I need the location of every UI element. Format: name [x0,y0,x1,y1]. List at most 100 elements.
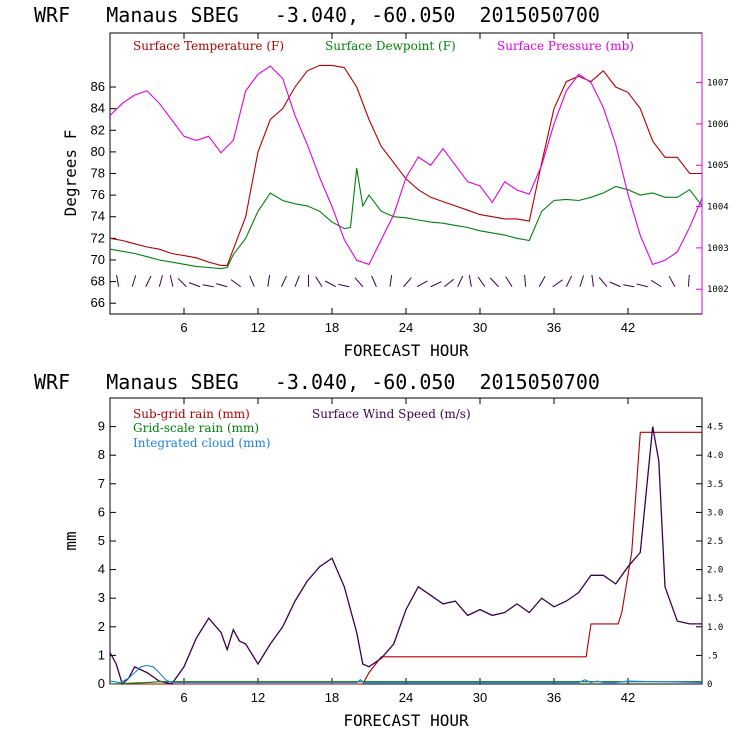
bottom-x-axis-label: FORECAST HOUR [343,711,469,730]
bottom-y-tick-label: 8 [98,447,105,462]
wind-barb [565,275,573,287]
wind-barb [403,277,412,288]
bottom-y2-tick-label: 3.5 [707,480,723,490]
bottom-axes: 6 12 18 24 30 36 4201234567890.51.01.52.02.53.… [98,398,723,705]
top-y-tick-label: 80 [91,144,105,159]
wind-barb [598,277,608,288]
bottom-y2-tick-label: 2.5 [707,537,723,547]
top-y-tick-label: 68 [91,274,105,289]
top-y-axis-label: Degrees F [61,130,80,217]
wind-barb [216,283,228,288]
wind-barb [430,281,442,288]
wind-barb [294,275,300,287]
wind-barbs-row [116,274,690,288]
wind-barb [538,276,546,287]
top-y2-tick-label: 1007 [707,79,729,89]
top-y2-tick-label: 1006 [707,120,729,130]
wind-barb [443,278,455,288]
top-chart-title: WRF Manaus SBEG -3.040, -60.050 20150507… [34,3,600,27]
bottom-chart-title: WRF Manaus SBEG -3.040, -60.050 20150507… [34,370,600,394]
wind-barb [230,279,242,288]
wind-barb [636,283,648,288]
top-series-1-line [109,64,702,266]
top-y-tick-label: 72 [91,230,105,245]
bottom-series-1-line [110,431,702,685]
top-y-tick-label: 70 [91,252,105,267]
wind-barb [371,275,377,287]
wind-barb [338,283,350,288]
wind-barb [116,275,120,287]
wind-barb [324,280,336,288]
bottom-x-tick-label: 24 [399,690,413,705]
wind-barb [505,276,513,288]
top-y-tick-label: 82 [91,122,105,137]
wind-barb [249,275,255,287]
top-x-axis-label: FORECAST HOUR [343,341,469,360]
wind-barb [158,275,163,287]
bottom-series-3-line [109,681,702,685]
wind-barb [145,275,152,287]
top-series-group [109,64,703,270]
top-series-3-line [109,65,703,266]
wind-barb [687,274,690,287]
bottom-x-tick-label: 6 [180,690,187,705]
wind-barb [169,275,174,287]
bottom-y-axis-label: mm [61,531,80,550]
bottom-y2-tick-label: 4.0 [707,451,723,461]
wind-barb [468,275,472,287]
top-y2-tick-label: 1002 [707,285,729,295]
bottom-y2-tick-label: 2.0 [707,566,723,576]
bottom-y-tick-label: 9 [98,419,105,434]
wind-barb [668,275,676,287]
wind-barb [552,279,563,288]
legend-gridscale-rain: Grid-scale rain (mm) [133,421,259,435]
bottom-x-tick-label: 12 [251,690,265,705]
wind-barb [609,281,621,288]
wind-barb [177,277,187,288]
wind-barb [477,276,486,288]
wind-barb [267,274,271,287]
top-y-tick-label: 86 [91,79,105,94]
wind-barb [524,274,527,287]
wind-barb [623,284,635,288]
top-legend: Surface Temperature (F) Surface Dewpoint… [133,39,634,53]
bottom-y-tick-label: 1 [98,647,105,662]
bottom-legend: Sub-grid rain (mm) Surface Wind Speed (m… [133,407,474,450]
legend-pressure: Surface Pressure (mb) [497,39,634,53]
legend-wind-speed: Surface Wind Speed (m/s) [312,407,471,421]
bottom-x-tick-label: 36 [547,690,561,705]
bottom-y2-tick-label: 3.0 [707,508,723,518]
bottom-series-group [109,426,703,686]
wind-barb [389,275,393,287]
top-y-tick-label: 74 [91,209,105,224]
top-x-tick-label: 42 [621,320,635,335]
bottom-y-tick-label: 0 [98,676,105,691]
top-y2-tick-label: 1005 [707,161,729,171]
legend-dewpoint: Surface Dewpoint (F) [325,39,456,53]
wind-barb [416,280,428,288]
top-x-tick-label: 36 [547,320,561,335]
wind-barb [202,284,214,288]
wind-barb [131,275,137,287]
wind-barb [579,275,585,287]
bottom-y2-tick-label: 1.5 [707,594,723,604]
bottom-x-tick-label: 42 [621,690,635,705]
bottom-x-tick-label: 30 [473,690,487,705]
wind-barb [650,279,662,288]
top-plot-frame [109,32,703,315]
top-x-tick-label: 6 [180,320,187,335]
legend-subgrid-rain: Sub-grid rain (mm) [133,407,250,421]
legend-temperature: Surface Temperature (F) [133,39,284,53]
top-y-tick-label: 66 [91,295,105,310]
bottom-series-2-line [109,426,702,686]
bottom-y2-tick-label: 0 [707,680,712,690]
wind-barb [188,282,201,288]
bottom-x-tick-label: 18 [325,690,339,705]
top-x-tick-label: 12 [251,320,265,335]
top-y-tick-label: 78 [91,166,105,181]
top-y2-tick-label: 1004 [707,203,729,213]
top-x-tick-label: 24 [399,320,413,335]
bottom-y-tick-label: 6 [98,504,105,519]
wind-barb [315,276,323,288]
